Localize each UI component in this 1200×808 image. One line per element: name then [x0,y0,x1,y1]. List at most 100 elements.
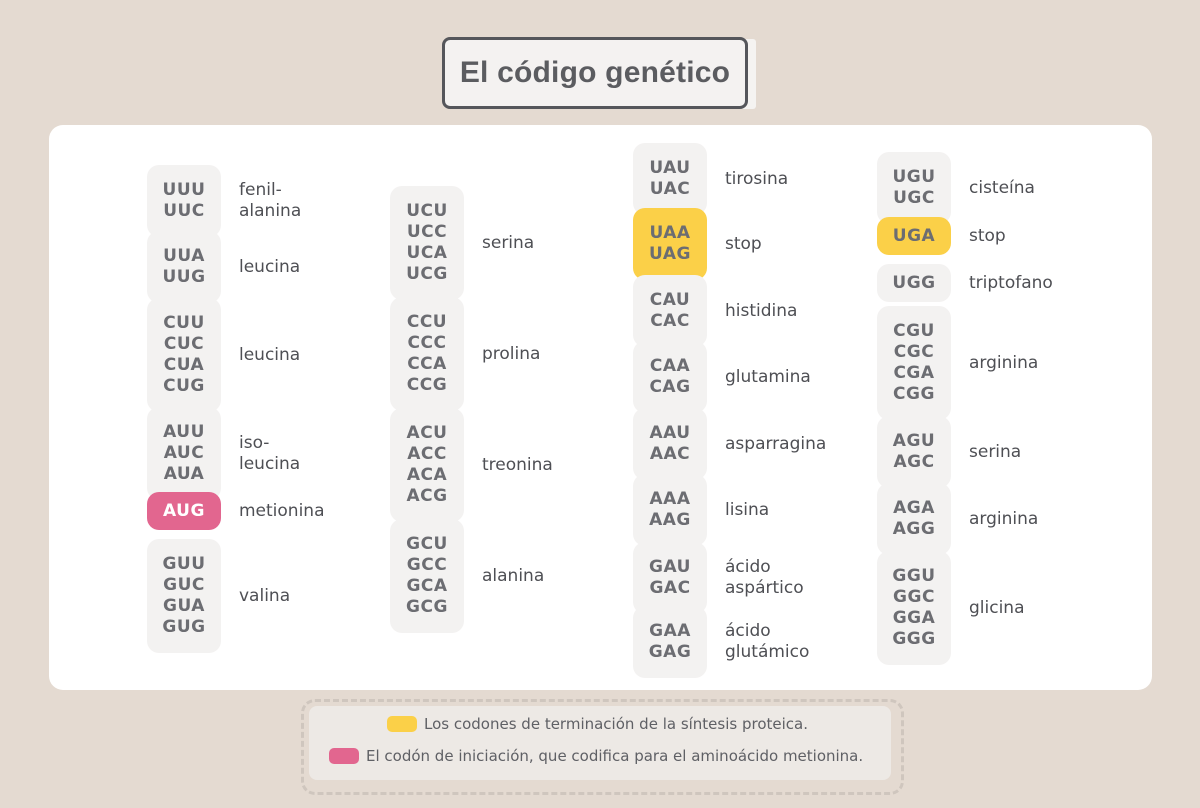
codon: GAG [648,642,692,662]
start-swatch [329,748,359,764]
amino-acid-text: leucina [239,344,301,365]
amino-acid-text: glicina [969,597,1025,618]
codon-box: UGA [877,217,951,255]
amino-acid-label: serina [482,186,534,300]
amino-acid-text: prolina [482,343,541,364]
codon-box: GCU GCC GCA GCG [390,519,464,633]
codon: AUU [163,422,205,442]
codon-box: GGU GGC GGA GGG [877,551,951,665]
codon: AGU [892,431,936,451]
amino-acid-text: ácido [725,557,771,577]
codon: GCU [406,534,448,554]
codon-box: UUA UUG [147,231,221,303]
legend: Los codones de terminación de la síntesi… [309,706,891,780]
codon: AAG [649,510,691,530]
codon: UAG [649,244,691,264]
codon: UCA [406,243,448,263]
amino-acid-text: treonina [482,454,553,475]
amino-acid-text: serina [482,232,535,253]
amino-acid-label: fenil-alanina [239,165,301,237]
amino-acid-label: stop [969,217,1006,255]
amino-acid-text: stop [725,233,762,254]
codon: UGU [892,167,936,187]
codon: UUA [163,246,205,266]
amino-acid-text: ácido [725,621,771,641]
codon-box: GUU GUC GUA GUG [147,539,221,653]
amino-acid-label: leucina [239,298,300,412]
codon: UUC [163,201,205,221]
amino-acid-label: cisteína [969,152,1035,224]
amino-acid-text: stop [969,225,1006,246]
codon: GUC [163,575,205,595]
codon: UUU [162,180,206,200]
amino-acid-text: metionina [239,500,325,521]
codon-box: CGU CGC CGA CGG [877,306,951,420]
title-banner: El código genético [442,37,756,109]
legend-frame [301,699,904,795]
codon: GGU [892,566,936,586]
amino-acid-label: arginina [969,306,1038,420]
codon-box: UAA UAG [633,208,707,280]
codon: CAU [649,290,691,310]
codon: GUA [163,596,205,616]
amino-acid-label: tirosina [725,143,788,215]
amino-acid-label: leucina [239,231,300,303]
title-box: El código genético [442,37,748,109]
amino-acid-text: iso- [239,432,270,453]
amino-acid-label: histidina [725,275,797,347]
legend-stop-text: Los codones de terminación de la síntesi… [424,715,809,733]
amino-acid-label: alanina [482,519,544,633]
amino-acid-label: triptofano [969,264,1053,302]
codon-box: CAU CAC [633,275,707,347]
codon: AUC [163,443,205,463]
codon: AGC [893,452,935,472]
amino-acid-label: ácido aspártico [725,542,804,614]
amino-acid-text: serina [969,441,1022,462]
codon: UGG [892,272,936,293]
codon: AGG [892,519,936,539]
codon: GUG [162,617,206,637]
codon: AAU [649,423,691,443]
legend-stop-row: Los codones de terminación de la síntesi… [387,715,808,733]
amino-acid-label: metionina [239,492,325,530]
amino-acid-label: treonina [482,408,553,522]
codon: CAC [650,311,690,331]
amino-acid-label: serina [969,416,1021,488]
codon-box: ACU ACC ACA ACG [390,408,464,522]
codon: CGU [893,321,935,341]
codon-box: CCU CCC CCA CCG [390,297,464,411]
codon: AAA [649,489,691,509]
codon: AUG [163,500,205,521]
codon: CUA [163,355,205,375]
codon: CGA [893,363,935,383]
codon-box: CUU CUC CUA CUG [147,298,221,412]
codon: CCA [407,354,447,374]
amino-acid-text: alanina [239,201,302,221]
page-title: El código genético [459,56,731,89]
amino-acid-label: arginina [969,483,1038,555]
codon-box: AUU AUC AUA [147,407,221,500]
amino-acid-text: lisina [725,499,770,520]
codon: GAU [649,557,691,577]
amino-acid-text: asparragina [725,433,827,454]
codon: CUU [163,313,205,333]
amino-acid-text: fenil- [239,180,282,200]
stop-swatch [387,716,417,732]
codon: GGG [892,629,936,649]
codon: CCU [406,312,448,332]
codon-table-card: UUU UUC fenil-alanina UUA UUG leucina CUU CUC CU… [49,125,1152,690]
codon: UAU [649,158,691,178]
codon: ACU [406,423,448,443]
amino-acid-text: glutámico [725,642,810,662]
codon: GCA [406,576,448,596]
amino-acid-label: glutamina [725,341,811,413]
codon-box: CAA CAG [633,341,707,413]
amino-acid-text: arginina [969,508,1039,529]
codon: AGA [893,498,935,518]
codon-box: AAA AAG [633,474,707,546]
codon: GCG [406,597,448,617]
codon: CUC [163,334,205,354]
codon: GGA [892,608,936,628]
amino-acid-text: arginina [969,352,1039,373]
codon-box: UGU UGC [877,152,951,224]
